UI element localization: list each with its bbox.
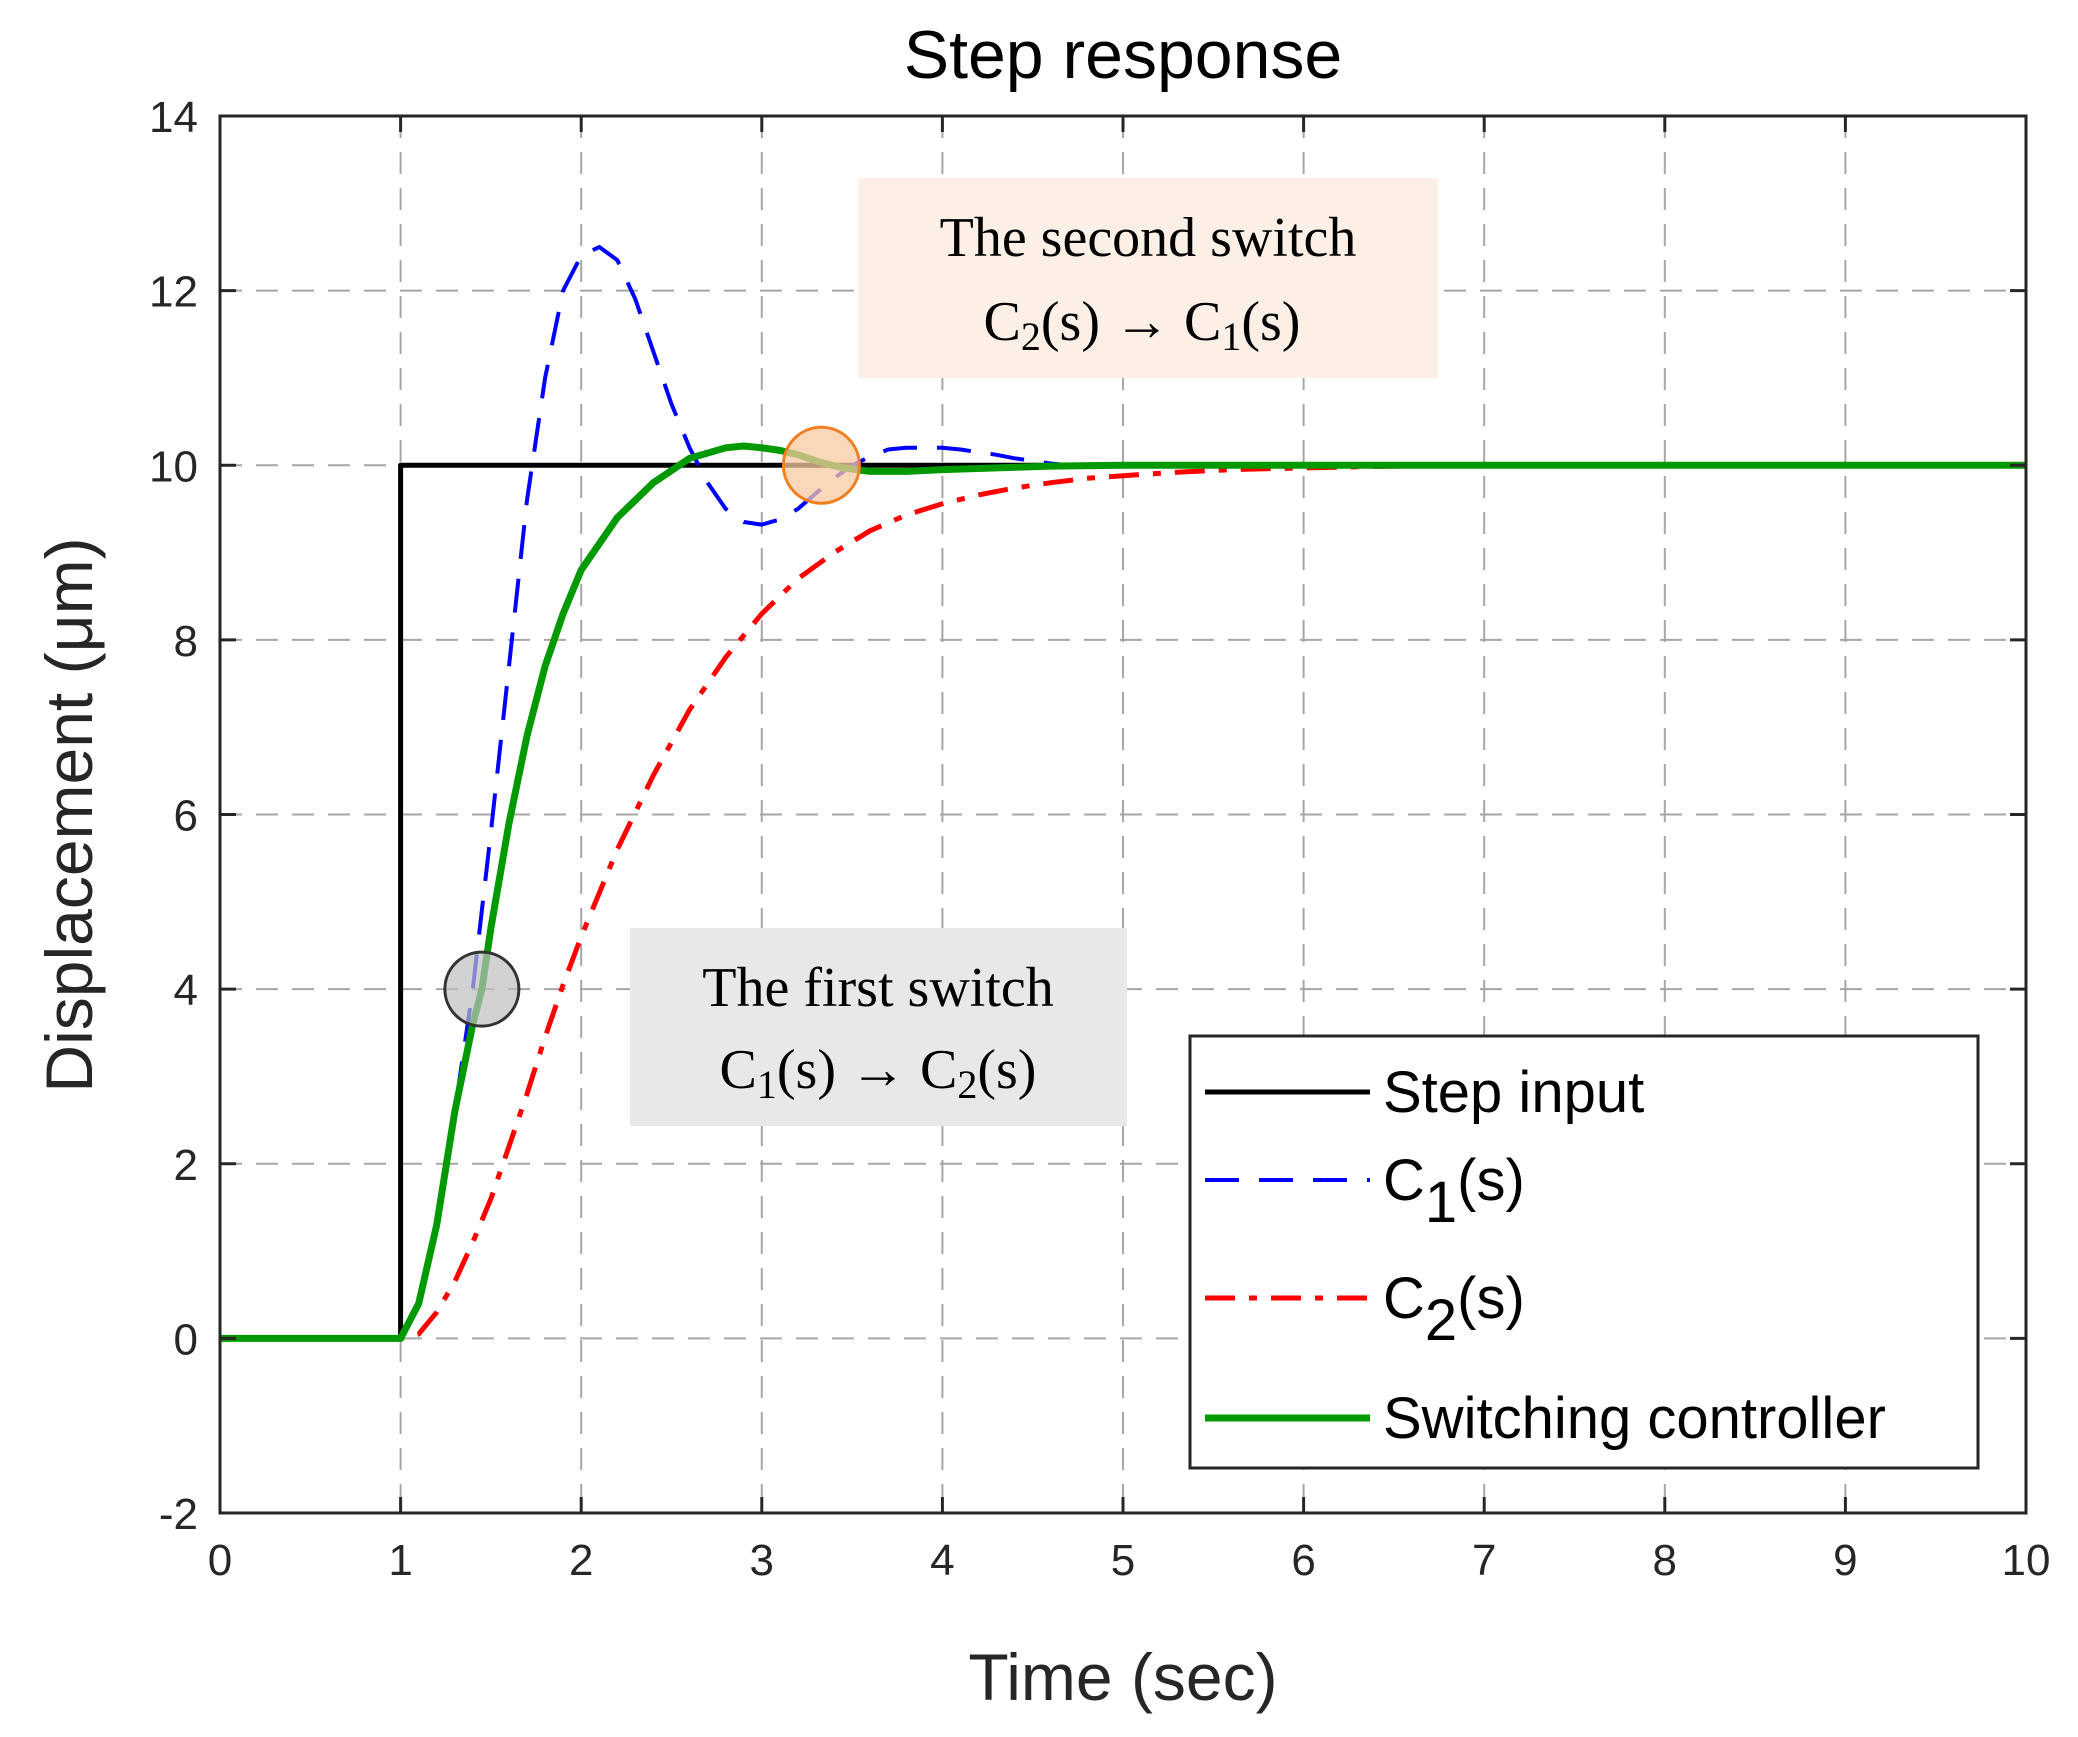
chart-title: Step response [904, 17, 1343, 93]
second-switch-annotation-box [858, 178, 1438, 378]
second-switch-sub-b: 1 [1221, 314, 1241, 359]
y-tick-label-5: 8 [174, 617, 198, 666]
second-switch-tail: (s) [1241, 291, 1300, 353]
y-tick-label-4: 6 [174, 792, 198, 841]
legend-c1-main: C [1383, 1148, 1425, 1213]
x-tick-label-3: 3 [750, 1536, 774, 1585]
x-tick-label-8: 8 [1653, 1536, 1677, 1585]
first-switch-tail: (s) [977, 1039, 1036, 1101]
first-switch-sub-b: 2 [957, 1062, 977, 1107]
legend-label-c1: C1(s) [1383, 1148, 1525, 1235]
y-tick-label-7: 12 [149, 268, 198, 317]
series-line-c2-s [220, 462, 2026, 1341]
legend-step-main: Step input [1383, 1060, 1644, 1125]
second-switch-c-a: C [984, 291, 1021, 353]
x-tick-label-7: 7 [1472, 1536, 1496, 1585]
x-tick-label-0: 0 [208, 1536, 232, 1585]
y-tick-label-8: 14 [149, 93, 198, 142]
y-tick-label-6: 10 [149, 442, 198, 491]
first-switch-title: The first switch [702, 957, 1053, 1019]
x-tick-label-10: 10 [2002, 1536, 2051, 1585]
legend: Step input C1(s) C2(s) Switching control… [1188, 1034, 1980, 1470]
x-tick-label-4: 4 [930, 1536, 954, 1585]
legend-c1-tail: (s) [1457, 1148, 1525, 1213]
second-switch-formula: C2(s) → C1(s) [984, 291, 1301, 359]
x-tick-label-9: 9 [1833, 1536, 1857, 1585]
first-switch-marker [443, 950, 521, 1028]
legend-c2-sub: 2 [1425, 1288, 1457, 1353]
legend-label-switching: Switching controller [1383, 1386, 1886, 1451]
y-tick-label-1: 0 [174, 1315, 198, 1364]
tick-marks [218, 114, 2028, 1515]
y-tick-label-3: 4 [174, 966, 198, 1015]
first-switch-sub-a: 1 [757, 1062, 777, 1107]
second-switch-title: The second switch [940, 207, 1357, 269]
x-axis-label: Time (sec) [968, 1640, 1277, 1714]
y-tick-label-0: -2 [159, 1490, 198, 1539]
first-switch-formula: C1(s) → C2(s) [720, 1039, 1037, 1107]
x-tick-label-2: 2 [569, 1536, 593, 1585]
x-tick-label-5: 5 [1111, 1536, 1135, 1585]
legend-c2-tail: (s) [1457, 1266, 1525, 1331]
legend-label-step-input: Step input [1383, 1060, 1644, 1125]
y-tick-label-2: 2 [174, 1141, 198, 1190]
legend-samples [1205, 1089, 1370, 1422]
first-switch-annotation-box [630, 928, 1127, 1126]
series-line-c1-s [220, 245, 2026, 1341]
x-tick-label-1: 1 [388, 1536, 412, 1585]
legend-box [1188, 1034, 1980, 1470]
legend-switching-main: Switching controller [1383, 1386, 1886, 1451]
legend-c1-sub: 1 [1425, 1170, 1457, 1235]
legend-c2-main: C [1383, 1266, 1425, 1331]
second-switch-sub-a: 2 [1021, 314, 1041, 359]
y-axis-label: Displacement (μm) [32, 537, 106, 1092]
first-switch-c-a: C [720, 1039, 757, 1101]
legend-label-c2: C2(s) [1383, 1266, 1525, 1353]
x-tick-label-6: 6 [1291, 1536, 1315, 1585]
first-switch-arrow-part: (s) → C [777, 1039, 957, 1101]
second-switch-arrow-part: (s) → C [1041, 291, 1221, 353]
second-switch-marker [781, 425, 861, 505]
